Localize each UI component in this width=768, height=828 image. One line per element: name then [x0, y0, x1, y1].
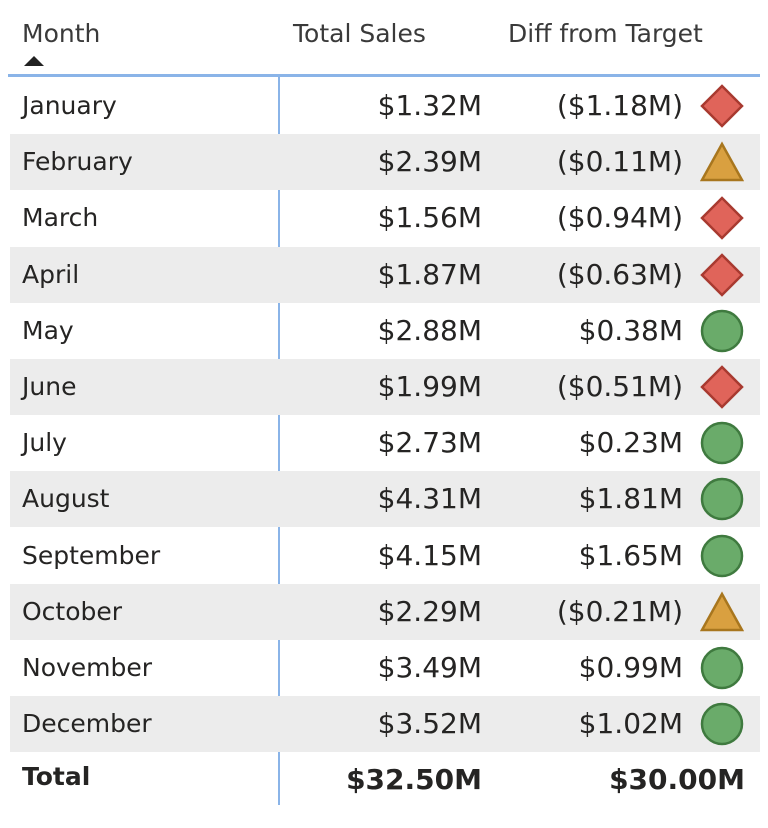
total-diff: $30.00M	[609, 763, 745, 797]
month-cell: October	[22, 596, 123, 626]
column-divider	[278, 77, 280, 805]
row-band	[10, 583, 760, 640]
status-icon	[700, 646, 744, 690]
status-icon	[700, 84, 744, 128]
month-cell: January	[22, 91, 117, 120]
sales-cell: $2.88M	[377, 313, 482, 347]
diff-cell: $0.99M	[578, 651, 683, 684]
diff-cell: ($0.51M)	[556, 370, 683, 403]
diff-cell: ($1.18M)	[556, 89, 683, 122]
sales-cell: $4.15M	[377, 538, 482, 572]
sales-cell: $1.56M	[377, 201, 482, 235]
month-cell: May	[22, 315, 74, 345]
sales-cell: $1.87M	[377, 257, 482, 291]
diff-cell: ($0.21M)	[556, 594, 683, 628]
sort-arrow	[24, 56, 44, 66]
month-cell: November	[22, 653, 153, 682]
sales-cell: $4.31M	[377, 482, 482, 516]
diff-cell: $1.65M	[578, 538, 683, 572]
status-icon	[700, 421, 744, 465]
status-icon	[700, 478, 744, 521]
column-header[interactable]: Diff from Target	[508, 19, 703, 48]
month-cell: April	[22, 259, 80, 289]
month-cell: August	[22, 484, 110, 514]
header-divider	[8, 74, 760, 77]
diff-cell: $1.81M	[578, 482, 683, 516]
total-sales: $32.50M	[346, 763, 482, 797]
month-cell: March	[22, 203, 99, 233]
diff-cell: ($0.94M)	[556, 201, 683, 235]
status-icon	[700, 591, 744, 632]
status-icon	[700, 702, 744, 746]
status-icon	[700, 309, 744, 353]
row-band	[10, 359, 760, 415]
status-icon	[700, 534, 744, 577]
month-cell: September	[22, 540, 161, 570]
sales-cell: $1.32M	[377, 89, 482, 122]
sales-cell: $3.49M	[377, 651, 482, 684]
diff-cell: $0.38M	[578, 313, 683, 347]
diff-cell: ($0.11M)	[556, 145, 683, 179]
diff-cell: $0.23M	[578, 426, 683, 460]
column-header[interactable]: Total Sales	[293, 19, 426, 48]
status-icon	[700, 252, 744, 297]
sales-cell: $2.29M	[377, 594, 482, 628]
sales-cell: $3.52M	[377, 707, 482, 741]
sales-cell: $2.39M	[377, 145, 482, 179]
month-cell: July	[22, 428, 67, 458]
diff-cell: ($0.63M)	[556, 257, 683, 291]
month-cell: June	[22, 372, 77, 401]
status-icon	[700, 196, 744, 241]
status-icon	[700, 365, 744, 409]
status-icon	[700, 141, 744, 182]
column-header[interactable]: Month	[22, 19, 101, 48]
month-cell: February	[22, 147, 133, 177]
month-cell: December	[22, 709, 152, 739]
row-band	[10, 471, 760, 528]
sales-cell: $1.99M	[377, 370, 482, 403]
row-band	[10, 134, 760, 191]
row-band	[10, 696, 760, 753]
total-label: Total	[22, 762, 91, 792]
sales-cell: $2.73M	[377, 426, 482, 460]
row-band	[10, 246, 760, 303]
diff-cell: $1.02M	[578, 707, 683, 741]
